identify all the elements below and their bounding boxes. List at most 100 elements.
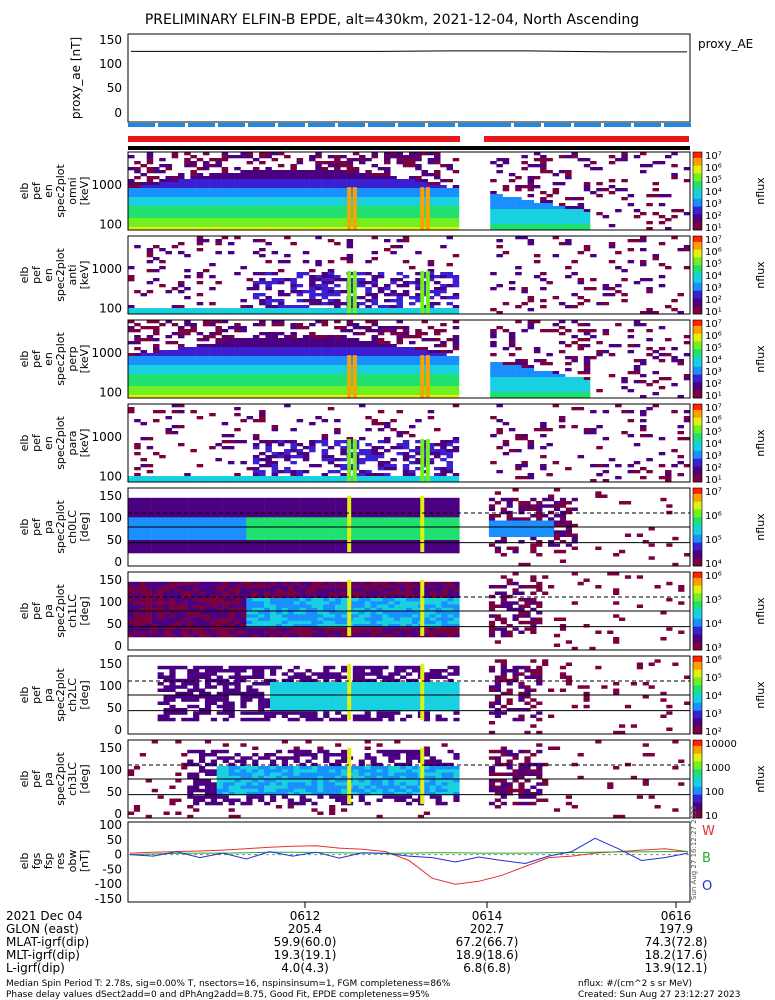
colorbar-tick: 10³ — [705, 283, 722, 294]
proxy-ae-ytick: 100 — [99, 57, 122, 71]
panel-ylabel: en — [42, 184, 55, 198]
bfield-series-W — [129, 845, 689, 885]
spectrogram-panels: elb pef en spec2plot omni [keV] 100010010⁷10⁶1… — [18, 151, 767, 822]
panel-ylabel: en — [42, 268, 55, 282]
panel-ylabel: elb — [18, 519, 31, 536]
panel-ylabel: [deg] — [78, 680, 91, 709]
colorbar-tick: 10⁶ — [705, 571, 722, 582]
panel-ytick: 100 — [99, 595, 122, 609]
panel-ylabel: pa — [42, 520, 55, 534]
colorbar-label: nflux — [754, 765, 767, 793]
colorbar-tick: 10⁵ — [705, 343, 722, 354]
panel-ylabel: res — [54, 852, 67, 869]
colorbar-tick: 10⁴ — [705, 439, 722, 450]
panel-ytick: 1000 — [91, 178, 122, 192]
footer: 2021 Dec 04 GLON (east) MLAT-igrf(dip) M… — [6, 902, 740, 1000]
panel-ytick: 1000 — [91, 346, 122, 360]
colorbar-tick: 10⁵ — [705, 259, 722, 270]
colorbar-label: nflux — [754, 597, 767, 625]
footer-mlt-1: 19.3(19.1) — [274, 948, 337, 962]
panel-ylabel: spec2plot — [54, 668, 67, 722]
colorbar-label: nflux — [754, 429, 767, 457]
colorbar-tick: 10³ — [705, 367, 722, 378]
pitch-spectrogram-2: elb pef pa spec2plot ch2LC [deg] 150 100 50 0 10⁶ 1… — [18, 655, 767, 738]
panel-ylabel: spec2plot — [54, 584, 67, 638]
colorbar-tick: 10⁴ — [705, 691, 722, 702]
panel-ylabel: en — [42, 352, 55, 366]
panel-ytick: 0 — [114, 807, 122, 821]
colorbar-tick: 10000 — [705, 739, 737, 750]
panel-ylabel: ch3LC — [66, 762, 79, 796]
energy-spectrogram-1: elb pef en spec2plot anti [keV] 100010010⁷10⁶1… — [18, 235, 767, 318]
panel-ylabel: elb — [18, 267, 31, 284]
colorbar-tick: 10⁶ — [705, 655, 722, 666]
panel-ylabel: [keV] — [78, 261, 91, 290]
panel-ylabel: pef — [30, 181, 43, 200]
panel-ylabel: [keV] — [78, 177, 91, 206]
panel-ylabel: spec2plot — [54, 752, 67, 806]
panel-ytick: 100 — [99, 763, 122, 777]
bfield-panel: W B O Sun Aug 27 16:12:27 2023 elb fgs fsp… — [18, 806, 715, 906]
colorbar-tick: 10¹ — [705, 391, 722, 402]
colorbar-tick: 10⁴ — [705, 559, 722, 570]
panel-ylabel: spec2plot — [54, 248, 67, 302]
bfield-ytick: 100 — [99, 818, 122, 832]
panel-ylabel: obw — [66, 850, 79, 873]
panel-ylabel: en — [42, 436, 55, 450]
panel-ylabel: spec2plot — [54, 332, 67, 386]
panel-ytick: 0 — [114, 555, 122, 569]
panel-ylabel: [deg] — [78, 764, 91, 793]
proxy-ae-ytick: 0 — [114, 106, 122, 120]
footer-units: nflux: #/(cm^2 s sr MeV) — [578, 979, 692, 989]
panel-ytick: 100 — [99, 511, 122, 525]
bfield-timestamp: Sun Aug 27 16:12:27 2023 — [690, 806, 698, 900]
panel-ylabel: spec2plot — [54, 500, 67, 554]
panel-ytick: 150 — [99, 741, 122, 755]
panel-ytick: 100 — [99, 386, 122, 400]
footer-glon-3: 197.9 — [659, 922, 693, 936]
colorbar-tick: 10⁶ — [705, 247, 722, 258]
pitch-spectrogram-3: elb pef pa spec2plot ch3LC [deg] 150 100 50 0 1000… — [18, 739, 767, 822]
colorbar-tick: 10² — [705, 379, 722, 390]
colorbar-tick: 10⁷ — [705, 235, 722, 246]
panel-ylabel: pef — [30, 265, 43, 284]
panel-ylabel: [keV] — [78, 429, 91, 458]
panel-ylabel: pa — [42, 772, 55, 786]
colorbar-tick: 10² — [705, 463, 722, 474]
colorbar-tick: 10⁴ — [705, 355, 722, 366]
red-bar-left — [128, 136, 460, 142]
panel-ylabel: [keV] — [78, 345, 91, 374]
colorbar-tick: 10⁴ — [705, 619, 722, 630]
proxy-ae-frame — [127, 33, 691, 123]
colorbar-label: nflux — [754, 261, 767, 289]
footer-mlt-3: 18.2(17.6) — [645, 948, 708, 962]
footer-time-0612: 0612 — [290, 909, 321, 923]
colorbar-label: nflux — [754, 345, 767, 373]
panel-ytick: 0 — [114, 723, 122, 737]
panel-ytick: 0 — [114, 639, 122, 653]
panel-ylabel: [nT] — [78, 850, 91, 872]
footer-row-label-glon: GLON (east) — [6, 922, 79, 936]
colorbar-tick: 10⁶ — [705, 511, 722, 522]
proxy-ae-ytick: 50 — [107, 81, 122, 95]
footer-mlat-2: 67.2(66.7) — [456, 935, 519, 949]
panel-ylabel: ch2LC — [66, 678, 79, 712]
footer-l-3: 13.9(12.1) — [645, 961, 708, 975]
panel-ylabel: elb — [18, 435, 31, 452]
panel-ytick: 100 — [99, 302, 122, 316]
panel-ylabel: [deg] — [78, 512, 91, 541]
footer-glon-2: 202.7 — [470, 922, 504, 936]
proxy-ae-panel: proxy_ae [nT] 150 100 50 0 proxy_AE — [69, 33, 753, 123]
colorbar-tick: 10⁵ — [705, 175, 722, 186]
panel-ylabel: elb — [18, 771, 31, 788]
black-bar — [128, 146, 690, 150]
panel-ytick: 100 — [99, 470, 122, 484]
panel-ytick: 100 — [99, 218, 122, 232]
energy-spectrogram-2: elb pef en spec2plot perp [keV] 100010010⁷10⁶1… — [18, 319, 767, 402]
bfield-ytick: -150 — [95, 892, 122, 906]
colorbar-label: nflux — [754, 177, 767, 205]
panel-ylabel: spec2plot — [54, 416, 67, 470]
panel-ytick: 150 — [99, 489, 122, 503]
bfield-ytick: 50 — [107, 833, 122, 847]
